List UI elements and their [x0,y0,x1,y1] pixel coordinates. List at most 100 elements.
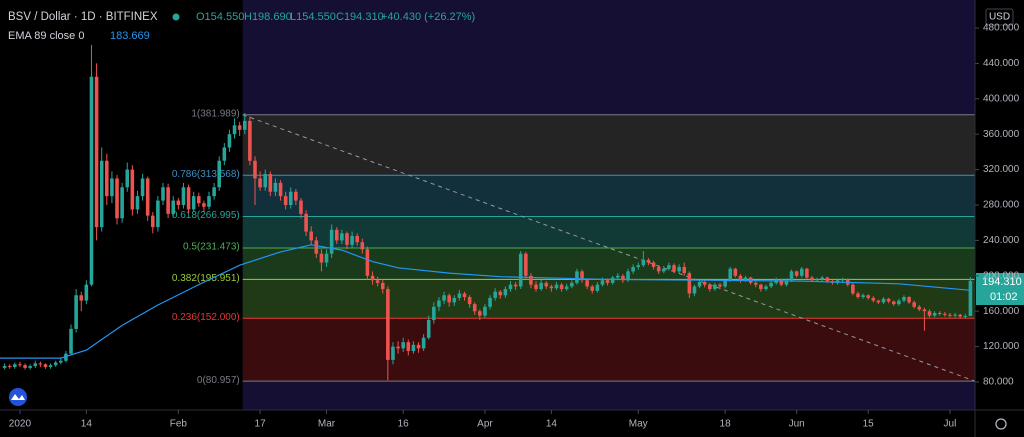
candle-body [871,297,876,301]
candle-body [406,342,411,352]
candle-body [810,277,814,281]
x-tick-label: May [629,419,648,430]
ohlc-close: C194.310 [336,11,384,23]
candle-body [191,196,196,210]
settings-icon[interactable] [995,418,1007,430]
y-tick-label: 160.000 [983,306,1020,317]
candle-body [488,297,492,307]
candle-body [120,187,124,219]
fib-label: 0.618(266.995) [172,210,240,221]
candle-body [253,160,257,179]
x-tick-label: 14 [546,419,558,430]
candle-body [207,196,211,207]
candle-body [227,134,232,148]
candle-body [794,271,799,276]
candle-body [7,366,12,368]
status-dot [172,13,180,21]
candle-body [963,316,968,318]
candle-body [370,275,375,281]
fib-label: 0.786(313.568) [172,169,240,180]
candle-body [866,295,870,298]
x-tick-label: Jun [789,419,805,430]
candle-body [59,360,63,363]
x-tick-label: Feb [170,419,188,430]
x-tick-label: 14 [81,419,93,430]
candle-body [651,262,656,267]
candle-body [723,280,727,287]
candle-body [932,312,937,316]
x-tick-label: Jul [944,419,957,430]
candle-body [544,282,549,287]
candle-body [334,229,339,241]
candle-body [805,268,809,278]
candle-body [927,311,932,316]
candle-body [237,125,242,130]
candle-body [876,300,881,303]
candle-body [564,286,569,290]
candle-body [319,253,324,263]
candle-body [605,280,610,283]
candle-body [411,344,416,352]
x-tick-label: 18 [720,419,732,430]
candle-body [897,300,901,305]
ohlc-low: L154.550 [290,11,336,23]
candle-body [585,280,589,287]
candle-body [958,314,962,317]
candle-body [697,281,702,287]
currency: USD [989,12,1010,23]
candle-body [820,277,824,280]
candle-body [784,280,789,285]
candle-body [713,284,717,290]
candle-body [600,280,605,285]
ema-name: EMA 89 close 0 [8,30,84,42]
candle-body [79,295,84,301]
candle-body [621,275,625,281]
candle-body [646,259,651,263]
y-tick-label: 480.000 [983,23,1020,34]
candle-body [948,314,952,316]
price-tag [976,273,1024,305]
fib-zone [242,114,976,176]
candle-body [278,182,283,197]
candle-body [294,191,298,201]
candle-body [437,300,441,307]
candle-body [626,271,630,281]
candle-body [23,365,27,368]
candle-body [462,293,467,298]
candle-body [610,277,615,283]
candle-body [702,281,707,285]
candle-body [386,289,390,360]
candle-body [263,174,268,188]
candle-body [682,266,687,274]
candle-body [799,268,804,276]
y-tick-label: 240.000 [983,235,1020,246]
currency-box[interactable] [985,8,1014,26]
candle-body [345,233,349,245]
candle-body [779,279,784,285]
candle-body [498,291,503,296]
candle-body [38,363,43,365]
candle-body [539,282,543,290]
candle-body [401,342,405,349]
candle-body [595,284,600,291]
candle-body [743,277,748,281]
candle-body [851,284,855,294]
y-tick-label: 80.000 [983,377,1014,388]
y-tick-label: 120.000 [983,341,1020,352]
candle-body [534,284,538,290]
candle-body [692,286,697,294]
candle-body [69,328,73,354]
candle-body [151,215,155,228]
fib-label: 0.382(195.951) [172,273,240,284]
ohlc-high: H198.690 [244,11,292,23]
candle-body [396,346,400,349]
candle-body [273,182,278,192]
fib-zone [242,247,976,280]
logo[interactable] [9,388,27,406]
candle-body [759,284,763,290]
candle-body [447,295,451,303]
candle-body [472,304,477,312]
candle-body [196,196,201,204]
trend-line [242,114,976,382]
candle-body [861,295,865,298]
